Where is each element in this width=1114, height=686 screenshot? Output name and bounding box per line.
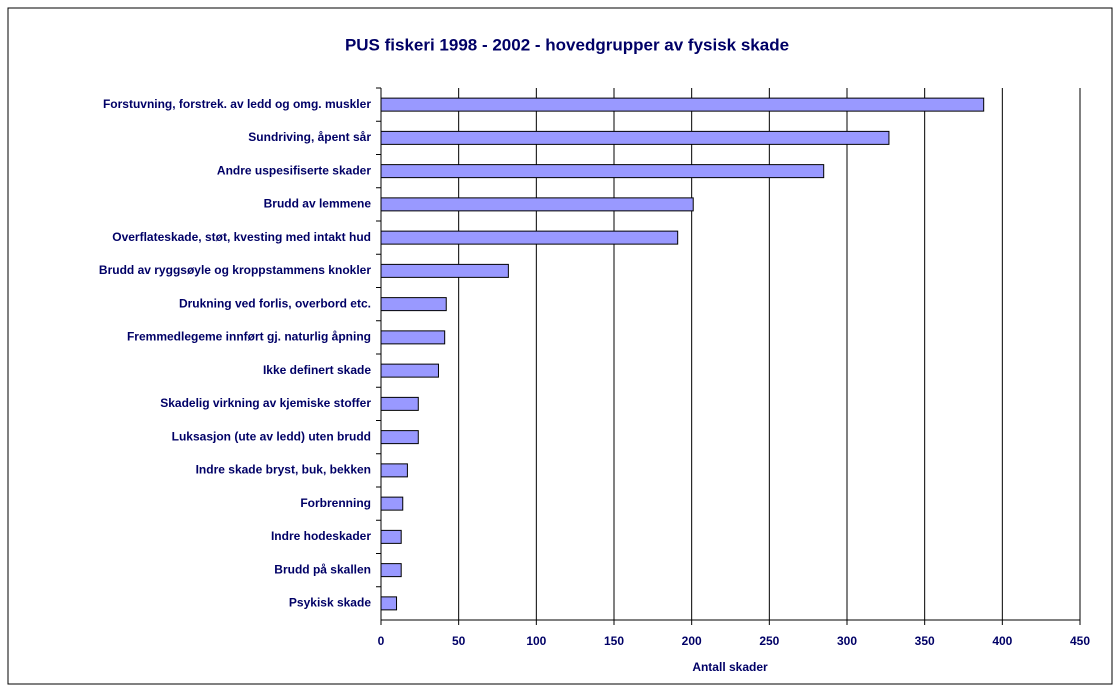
y-tick-label: Andre uspesifiserte skader: [217, 163, 371, 177]
y-tick-label: Indre skade bryst, buk, bekken: [196, 463, 371, 477]
y-tick-label: Psykisk skade: [289, 596, 371, 610]
x-tick-label: 50: [452, 634, 466, 648]
bar: [380, 596, 398, 611]
y-tick-label: Drukning ved forlis, overbord etc.: [179, 296, 371, 310]
bar: [380, 430, 419, 445]
chart-frame: [7, 7, 1113, 685]
bar: [380, 297, 447, 312]
x-tick-label: 0: [378, 634, 385, 648]
x-tick-label: 200: [682, 634, 702, 648]
y-tick-label: Brudd av lemmene: [264, 197, 372, 211]
bar: [380, 496, 404, 511]
x-tick-label: 400: [992, 634, 1012, 648]
y-tick-label: Fremmedlegeme innført gj. naturlig åpnin…: [127, 330, 371, 344]
y-tick-label: Forbrenning: [300, 496, 371, 510]
y-tick-label: Brudd av ryggsøyle og kroppstammens knok…: [99, 263, 371, 277]
y-tick-label: Skadelig virkning av kjemiske stoffer: [160, 396, 371, 410]
x-tick-label: 350: [915, 634, 935, 648]
y-tick-label: Overflateskade, støt, kvesting med intak…: [112, 230, 371, 244]
bar: [380, 529, 402, 544]
x-tick-label: 300: [837, 634, 857, 648]
bar: [380, 563, 402, 578]
bar: [380, 463, 408, 478]
bar: [380, 164, 825, 179]
x-tick-label: 100: [526, 634, 546, 648]
bar: [380, 197, 694, 212]
y-tick-label: Sundriving, åpent sår: [248, 130, 371, 144]
bar: [380, 363, 439, 378]
x-tick-label: 150: [604, 634, 624, 648]
y-tick-label: Ikke definert skade: [263, 363, 371, 377]
x-axis-label: Antall skader: [692, 660, 768, 674]
x-tick-label: 450: [1070, 634, 1090, 648]
y-tick-label: Brudd på skallen: [274, 562, 371, 576]
y-tick-label: Luksasjon (ute av ledd) uten brudd: [172, 429, 371, 443]
bar: [380, 263, 509, 278]
chart-title: PUS fiskeri 1998 - 2002 - hovedgrupper a…: [345, 35, 789, 54]
bar: [380, 97, 985, 112]
y-tick-label: Indre hodeskader: [271, 529, 371, 543]
bar: [380, 330, 446, 345]
x-tick-label: 250: [759, 634, 779, 648]
bar: [380, 396, 419, 411]
bar: [380, 230, 679, 245]
y-tick-label: Forstuvning, forstrek. av ledd og omg. m…: [103, 97, 371, 111]
bar: [380, 130, 890, 145]
